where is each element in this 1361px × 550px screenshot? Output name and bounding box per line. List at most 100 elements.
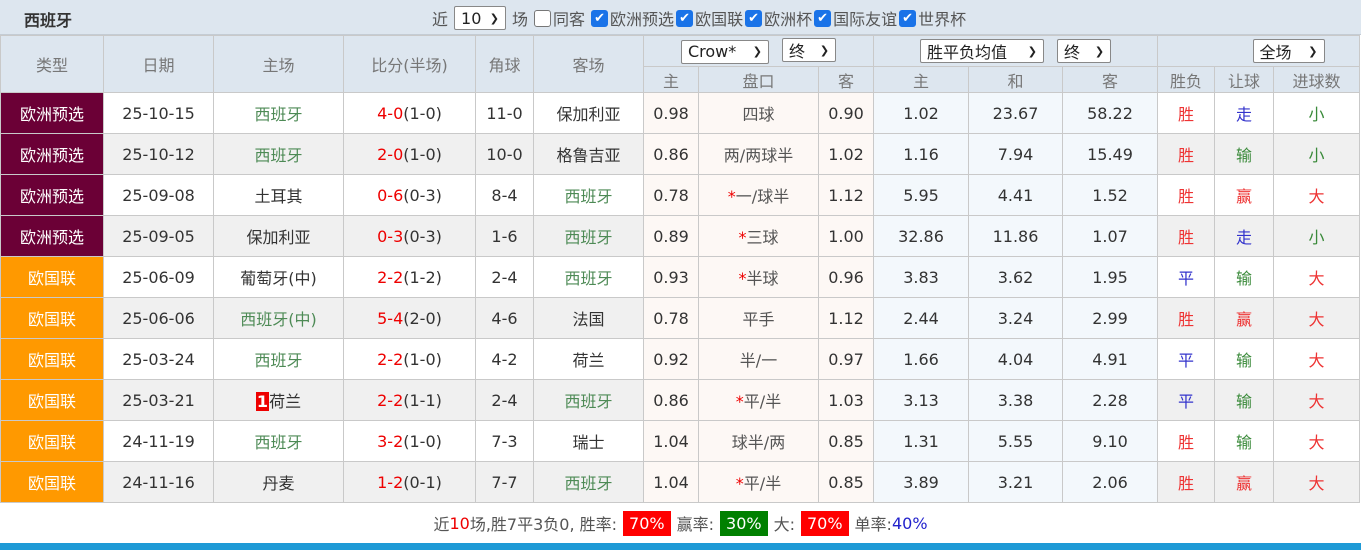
recent-suffix: 场 <box>512 10 529 29</box>
checkbox-checked-icon[interactable]: ✔ <box>814 9 832 27</box>
home-team[interactable]: 1荷兰 <box>213 379 344 421</box>
summary-bar: 近 10 场,胜7平3负0, 胜率: 70% 赢率: 30% 大: 70% 单率: 4… <box>0 503 1361 543</box>
table-row[interactable]: 欧国联 24-11-19 西班牙 3-2(1-0) 7-3 瑞士 1.04 球半/两 0.85 1… <box>0 420 1361 462</box>
away-team-name: 法国 <box>572 310 605 329</box>
result-wdl: 胜 <box>1157 420 1215 462</box>
half-score: (0-3) <box>403 185 442 205</box>
corners: 1-6 <box>475 215 534 257</box>
checkbox-checked-icon[interactable]: ✔ <box>745 9 763 27</box>
filter-checkbox-4[interactable]: ✔ 国际友谊 <box>812 6 897 30</box>
table-row[interactable]: 欧国联 25-06-09 葡萄牙(中) 2-2(1-2) 2-4 西班牙 0.93 *半球 0.… <box>0 256 1361 298</box>
recent-count-select[interactable]: 10 ❯ <box>454 6 507 30</box>
over-rate-badge: 70% <box>800 510 849 536</box>
away-team[interactable]: 西班牙 <box>533 215 644 257</box>
handicap-line: *平/半 <box>698 379 819 421</box>
ah-time-select[interactable]: 终 ❯ <box>782 38 837 63</box>
home-team[interactable]: 土耳其 <box>213 174 344 216</box>
away-team[interactable]: 荷兰 <box>533 338 644 380</box>
home-team[interactable]: 西班牙 <box>213 420 344 462</box>
checkbox-checked-icon[interactable]: ✔ <box>591 9 609 27</box>
table-row[interactable]: 欧洲预选 25-09-08 土耳其 0-6(0-3) 8-4 西班牙 0.78 *一/球半 1.… <box>0 174 1361 216</box>
star-mark: * <box>727 187 736 206</box>
ah-home-odds: 0.98 <box>643 92 699 134</box>
result-goals: 小 <box>1272 215 1361 257</box>
ah-away-odds: 1.02 <box>818 133 874 175</box>
eu-time-select[interactable]: 终 ❯ <box>1057 39 1112 63</box>
table-row[interactable]: 欧国联 24-11-16 丹麦 1-2(0-1) 7-7 西班牙 1.04 *平/半 0.85 3… <box>0 461 1361 503</box>
away-team[interactable]: 法国 <box>533 297 644 339</box>
away-team[interactable]: 保加利亚 <box>533 92 644 134</box>
checkbox-checked-icon[interactable]: ✔ <box>676 9 694 27</box>
home-team-name: 西班牙(中) <box>240 310 317 329</box>
subcol-header: 主 <box>873 66 969 93</box>
home-team[interactable]: 保加利亚 <box>213 215 344 257</box>
eu-away-odds: 15.49 <box>1062 133 1158 175</box>
match-type: 欧洲预选 <box>0 215 104 257</box>
ah-away-odds: 0.85 <box>818 420 874 462</box>
bottom-bar <box>0 543 1361 550</box>
away-team[interactable]: 格鲁吉亚 <box>533 133 644 175</box>
home-team[interactable]: 丹麦 <box>213 461 344 503</box>
home-team[interactable]: 西班牙(中) <box>213 297 344 339</box>
home-team[interactable]: 西班牙 <box>213 338 344 380</box>
period-select[interactable]: 全场 ❯ <box>1252 39 1325 63</box>
result-handicap: 赢 <box>1214 297 1274 339</box>
recent-count-value: 10 <box>461 8 482 28</box>
ah-home-odds: 1.04 <box>643 461 699 503</box>
col-home: 主场 <box>213 35 344 93</box>
col-away: 客场 <box>533 35 644 93</box>
eu-draw-odds: 7.94 <box>968 133 1063 175</box>
home-team[interactable]: 西班牙 <box>213 92 344 134</box>
away-team[interactable]: 瑞士 <box>533 420 644 462</box>
handicap-line: *半球 <box>698 256 819 298</box>
eu-company-select[interactable]: 胜平负均值 ❯ <box>919 39 1044 63</box>
score: 2-2(1-2) <box>343 256 476 298</box>
chevron-down-icon: ❯ <box>1094 44 1105 58</box>
eu-home-odds: 3.89 <box>873 461 969 503</box>
checkbox-empty-icon[interactable] <box>534 9 552 27</box>
filter-checkbox-2[interactable]: ✔ 欧国联 <box>674 6 743 30</box>
away-team[interactable]: 西班牙 <box>533 461 644 503</box>
handicap-line: 球半/两 <box>698 420 819 462</box>
eu-away-odds: 9.10 <box>1062 420 1158 462</box>
corners: 8-4 <box>475 174 534 216</box>
result-goals: 大 <box>1272 379 1361 421</box>
table-row[interactable]: 欧国联 25-03-21 1荷兰 2-2(1-1) 2-4 西班牙 0.86 *平/半 1.03… <box>0 379 1361 421</box>
away-team[interactable]: 西班牙 <box>533 256 644 298</box>
eu-draw-odds: 3.62 <box>968 256 1063 298</box>
table-row[interactable]: 欧洲预选 25-09-05 保加利亚 0-3(0-3) 1-6 西班牙 0.89 *三球 1.0… <box>0 215 1361 257</box>
handicap-value: 四球 <box>742 105 775 124</box>
table-row[interactable]: 欧洲预选 25-10-12 西班牙 2-0(1-0) 10-0 格鲁吉亚 0.86 两/两球半… <box>0 133 1361 175</box>
match-history-table: 类型 日期 主场 比分(半场) 角球 客场 Crow* ❯ 终 ❯ 胜平负均值 ❯ 终… <box>0 35 1361 503</box>
result-goals: 大 <box>1272 420 1361 462</box>
eu-time-value: 终 <box>1064 43 1081 62</box>
star-mark: * <box>738 269 747 288</box>
chevron-down-icon: ❯ <box>1027 44 1037 58</box>
ah-home-odds: 0.86 <box>643 133 699 175</box>
table-row[interactable]: 欧国联 25-03-24 西班牙 2-2(1-0) 4-2 荷兰 0.92 半/一 0.97 1.… <box>0 338 1361 380</box>
match-date: 25-06-09 <box>103 256 214 298</box>
ah-home-odds: 0.78 <box>643 297 699 339</box>
home-team-name: 西班牙 <box>254 433 303 452</box>
full-score: 2-2 <box>377 349 404 369</box>
away-team-name: 瑞士 <box>572 433 605 452</box>
summary-text: 场,胜7平3负0, 胜率: <box>469 515 618 534</box>
checkbox-checked-icon[interactable]: ✔ <box>899 9 917 27</box>
away-team[interactable]: 西班牙 <box>533 379 644 421</box>
table-row[interactable]: 欧洲预选 25-10-15 西班牙 4-0(1-0) 11-0 保加利亚 0.98 四球 0.9… <box>0 92 1361 134</box>
table-row[interactable]: 欧国联 25-06-06 西班牙(中) 5-4(2-0) 4-6 法国 0.78 平手 1.12… <box>0 297 1361 339</box>
full-score: 2-0 <box>377 144 404 164</box>
filter-checkbox-3[interactable]: ✔ 欧洲杯 <box>743 6 812 30</box>
filter-checkbox-0[interactable]: 同客 <box>532 6 589 30</box>
filter-checkbox-1[interactable]: ✔ 欧洲预选 <box>589 6 674 30</box>
filter-checkbox-5[interactable]: ✔ 世界杯 <box>897 6 966 30</box>
corners: 7-3 <box>475 420 534 462</box>
home-team[interactable]: 葡萄牙(中) <box>213 256 344 298</box>
score: 3-2(1-0) <box>343 420 476 462</box>
away-team[interactable]: 西班牙 <box>533 174 644 216</box>
ah-home-odds: 0.92 <box>643 338 699 380</box>
ah-company-select[interactable]: Crow* ❯ <box>680 39 769 64</box>
handicap-line: 两/两球半 <box>698 133 819 175</box>
home-team[interactable]: 西班牙 <box>213 133 344 175</box>
eu-home-odds: 3.13 <box>873 379 969 421</box>
